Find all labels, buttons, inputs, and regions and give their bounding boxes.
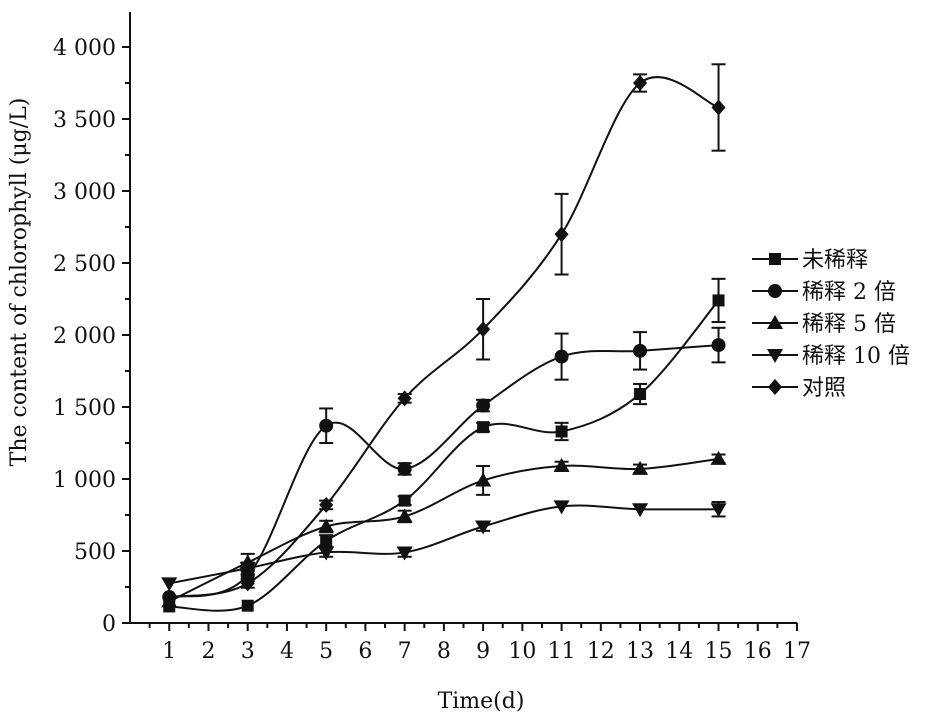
x-tick-label: 17 <box>783 639 811 664</box>
legend-label: 稀释 5 倍 <box>802 312 896 337</box>
series-line <box>168 457 719 603</box>
x-axis-title: Time(d) <box>438 689 525 714</box>
y-tick-label: 3 000 <box>53 180 116 205</box>
data-point <box>711 338 726 353</box>
data-point <box>477 421 490 434</box>
y-tick-label: 1 500 <box>53 396 116 421</box>
data-point <box>634 388 647 401</box>
data-point <box>554 226 569 243</box>
y-tick-label: 0 <box>102 612 116 637</box>
data-point <box>397 461 412 476</box>
data-point <box>711 99 726 116</box>
y-axis-title: The content of chlorophyll (μg/L) <box>7 98 32 467</box>
data-point <box>632 503 649 518</box>
data-point <box>396 546 413 561</box>
y-tick-label: 1 000 <box>53 468 116 493</box>
data-point <box>241 599 254 612</box>
x-tick-label: 3 <box>241 639 255 664</box>
x-tick-label: 14 <box>665 639 693 664</box>
data-point <box>710 503 727 518</box>
x-tick-label: 2 <box>201 639 215 664</box>
x-tick-label: 7 <box>398 639 412 664</box>
series-line <box>169 76 719 599</box>
data-point <box>555 425 568 438</box>
y-tick-label: 2 000 <box>53 324 116 349</box>
data-point <box>633 75 648 91</box>
data-point <box>239 562 256 577</box>
data-point <box>475 472 492 487</box>
data-point <box>476 321 491 338</box>
data-point <box>632 460 649 475</box>
data-point <box>710 450 727 465</box>
y-tick-label: 4 000 <box>53 36 116 61</box>
legend-marker <box>769 253 781 265</box>
y-tick-label: 2 500 <box>53 252 116 277</box>
data-point <box>320 534 333 547</box>
legend-label: 对照 <box>802 376 846 401</box>
y-tick-label: 3 500 <box>53 108 116 133</box>
series-diamond <box>162 63 726 606</box>
legend-marker <box>767 315 783 329</box>
x-tick-label: 16 <box>744 639 772 664</box>
legend-marker <box>768 379 782 395</box>
data-point <box>319 496 334 513</box>
data-point <box>712 294 725 307</box>
data-point <box>476 398 491 413</box>
y-tick-label: 500 <box>74 540 116 565</box>
data-point <box>397 390 412 407</box>
x-tick-label: 11 <box>548 639 576 664</box>
legend-label: 稀释 2 倍 <box>802 280 896 305</box>
data-point <box>633 343 648 358</box>
data-point <box>553 458 570 473</box>
x-tick-label: 5 <box>319 639 333 664</box>
legend-marker <box>768 284 782 298</box>
data-point <box>553 500 570 515</box>
legend-marker <box>767 349 783 363</box>
x-tick-label: 8 <box>437 639 451 664</box>
data-point <box>319 418 334 433</box>
data-point <box>318 518 335 533</box>
data-point <box>318 546 335 561</box>
x-tick-label: 4 <box>280 639 294 664</box>
data-point <box>162 589 177 606</box>
data-point <box>161 577 178 592</box>
data-point <box>475 520 492 535</box>
data-point <box>240 575 255 592</box>
legend-label: 稀释 10 倍 <box>802 344 910 369</box>
x-tick-label: 6 <box>358 639 372 664</box>
x-tick-label: 13 <box>626 639 654 664</box>
data-point <box>398 494 411 507</box>
data-point <box>396 508 413 523</box>
x-tick-label: 15 <box>705 639 733 664</box>
series-layer <box>161 63 727 613</box>
x-tick-label: 1 <box>162 639 176 664</box>
series-line <box>169 504 719 585</box>
x-tick-label: 10 <box>508 639 536 664</box>
series-line <box>168 344 719 599</box>
legend-label: 未稀释 <box>802 248 868 273</box>
data-point <box>554 349 569 364</box>
x-tick-label: 9 <box>476 639 490 664</box>
x-tick-label: 12 <box>587 639 615 664</box>
series-triangle-down <box>161 500 727 592</box>
